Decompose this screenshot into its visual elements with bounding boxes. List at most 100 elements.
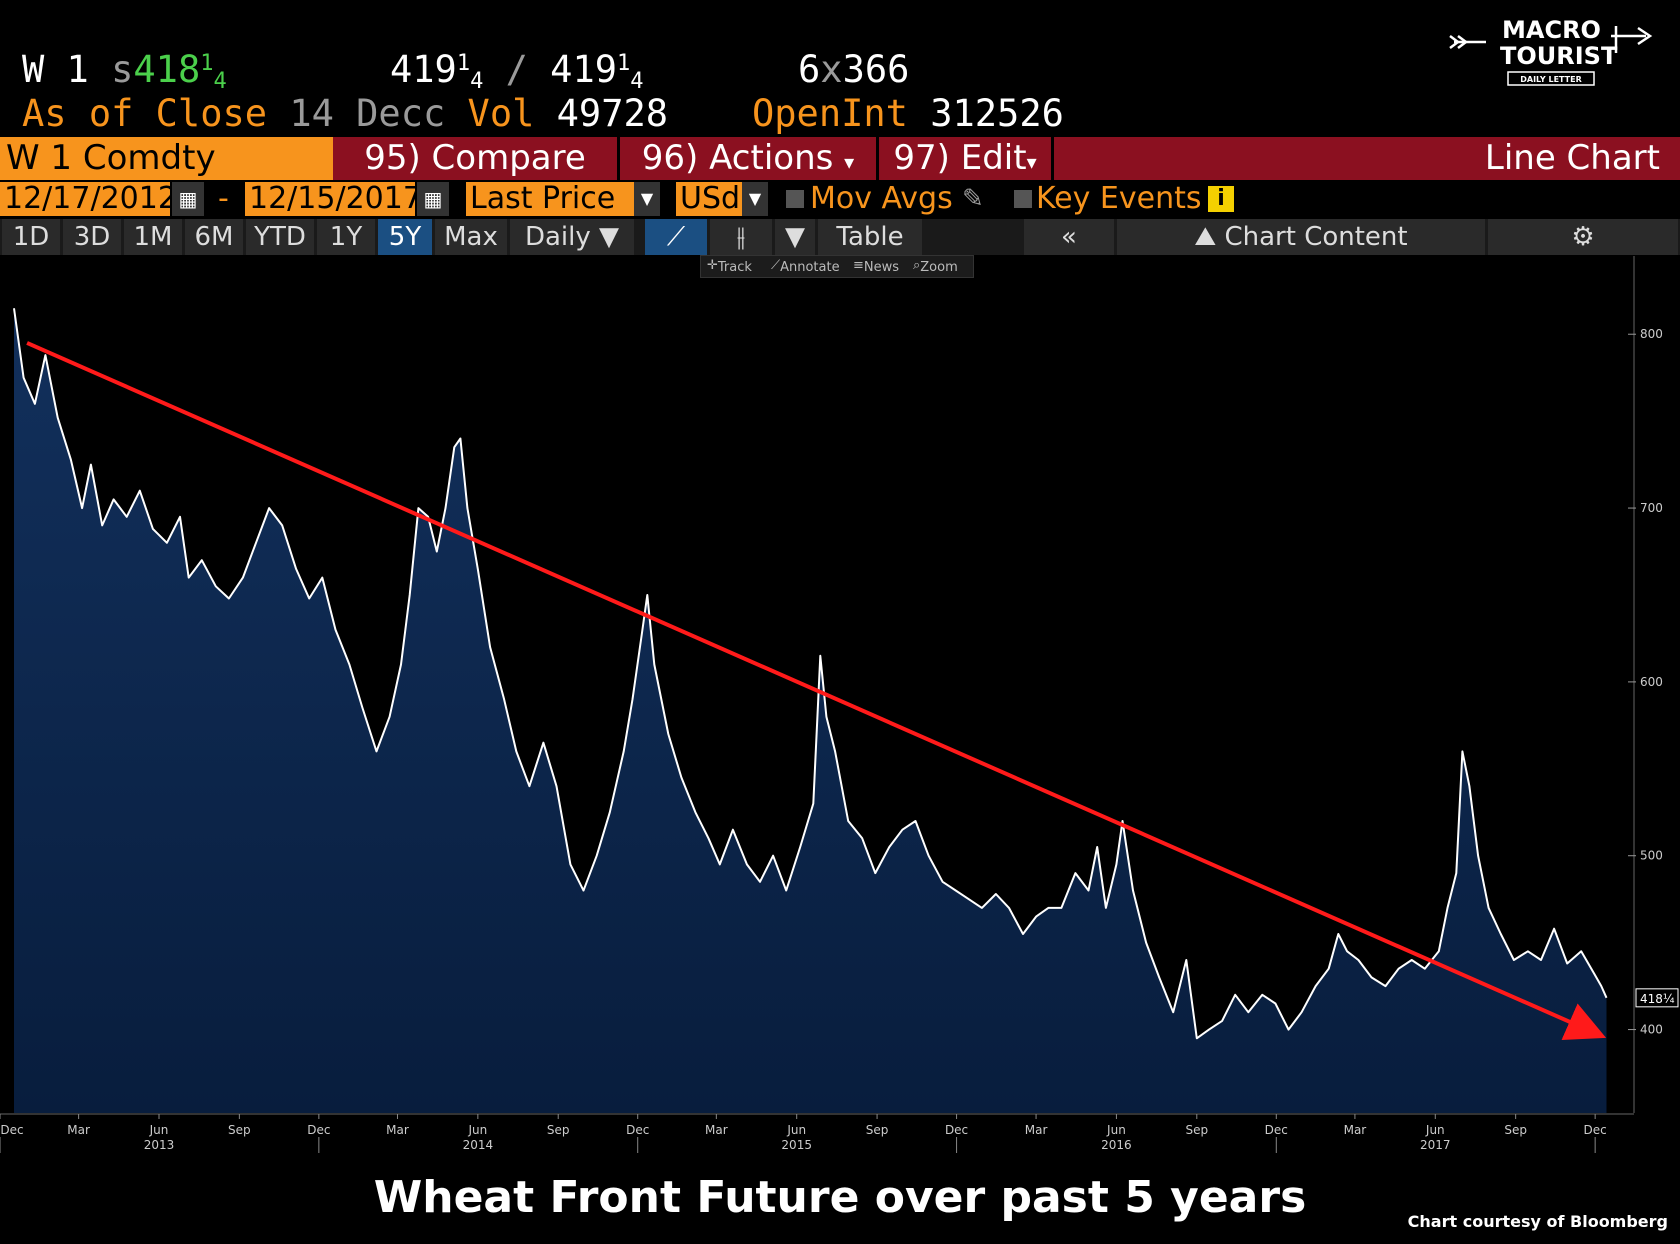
x-tick-label: Sep <box>866 1123 889 1137</box>
bid-ask-size: 6x366 <box>798 48 910 91</box>
y-tick-label: 400 <box>1640 1023 1663 1037</box>
chart-tools: ✛ Track ⟋ Annotate ≡ News ⌕ Zoom <box>700 255 974 278</box>
x-tick-label: Dec <box>307 1123 330 1137</box>
x-tick-label: Mar <box>1344 1123 1367 1137</box>
period-6m[interactable]: 6M <box>185 219 243 255</box>
period-1d[interactable]: 1D <box>2 219 60 255</box>
frequency-select[interactable]: Daily ▼ <box>510 219 634 255</box>
price-chart[interactable]: 400 500 600 700 800 418¼ Dec Mar Jun Sep Dec Mar Jun… <box>0 256 1680 1156</box>
x-tick-label: Mar <box>67 1123 90 1137</box>
ask-price: 41914 <box>550 48 644 94</box>
price-line <box>13 308 1608 1040</box>
vol-value: 49728 <box>556 92 669 135</box>
svg-text:TOURIST: TOURIST <box>1500 42 1618 70</box>
chart-content-button[interactable]: ⛰ Chart Content <box>1117 219 1485 255</box>
chart-credit: Chart courtesy of Bloomberg <box>1407 1212 1668 1231</box>
quote-line: W 1 s41814 <box>22 48 227 94</box>
last-price-tag <box>1635 988 1679 1008</box>
x-tick-label: Dec <box>1265 1123 1288 1137</box>
mov-avgs-checkbox[interactable] <box>786 190 804 208</box>
year-label: 2017 <box>1420 1138 1451 1152</box>
x-tick-label: Dec <box>945 1123 968 1137</box>
chevron-down-icon: ▾ <box>844 150 855 174</box>
line-chart-icon[interactable]: ⟋ <box>645 219 707 255</box>
x-tick-label: Mar <box>1025 1123 1048 1137</box>
price-area <box>14 308 1607 1113</box>
trend-arrow <box>26 341 1607 1041</box>
info-icon[interactable]: i <box>1208 186 1234 212</box>
y-tick-label: 700 <box>1640 501 1663 515</box>
annotate-tool[interactable]: ⟋ Annotate <box>771 258 840 275</box>
gear-icon[interactable]: ⚙ <box>1488 219 1678 255</box>
period-3d[interactable]: 3D <box>63 219 121 255</box>
x-tick-label: Jun <box>467 1123 487 1137</box>
bid-ask: 41914 / 41914 <box>390 48 644 94</box>
vol-label: Vol <box>467 92 535 135</box>
chart-type-label: Line Chart <box>1054 137 1680 180</box>
openint-label: OpenInt <box>752 92 908 135</box>
last-prefix: s <box>111 48 134 91</box>
openint-value: 312526 <box>930 92 1064 135</box>
x-tick-label: Sep <box>228 1123 251 1137</box>
period-bar: 1D 3D 1M 6M YTD 1Y 5Y Max Daily ▼ ⟋ ⫲ ▼ … <box>0 219 1680 255</box>
x-tick-label: Jun <box>1106 1123 1126 1137</box>
x-tick-label: Dec <box>1584 1123 1607 1137</box>
x-tick-label: Jun <box>786 1123 806 1137</box>
chevron-down-icon[interactable]: ▼ <box>775 219 815 255</box>
key-events-checkbox[interactable] <box>1014 190 1032 208</box>
x-tick-label: Mar <box>705 1123 728 1137</box>
close-line: As of Close 14 Decc Vol 49728 <box>22 92 668 135</box>
as-of-date: 14 Decc <box>289 92 446 135</box>
bid-price: 41914 <box>390 48 484 94</box>
ticker-symbol: W 1 <box>22 48 89 91</box>
as-of-label: As of Close <box>22 92 268 135</box>
x-tick-label: Dec <box>626 1123 649 1137</box>
macro-tourist-logo: MACRO TOURIST DAILY LETTER <box>1449 16 1653 86</box>
start-date-input[interactable]: 12/17/2012 <box>0 182 177 216</box>
function-bar: W 1 Comdty 95) Compare 96) Actions ▾ 97)… <box>0 137 1680 180</box>
y-tick-label: 800 <box>1640 327 1663 341</box>
period-5y[interactable]: 5Y <box>378 219 432 255</box>
chevron-down-icon[interactable]: ▼ <box>634 182 660 216</box>
mov-avgs-label: Mov Avgs <box>810 181 953 216</box>
chevron-down-icon[interactable]: ▼ <box>742 182 768 216</box>
chart-caption: Wheat Front Future over past 5 years <box>373 1172 1307 1223</box>
year-label: 2013 <box>144 1138 175 1152</box>
calendar-icon[interactable]: ▦ <box>172 182 204 216</box>
end-date-input[interactable]: 12/15/2017 <box>245 182 422 216</box>
y-tick-label: 600 <box>1640 675 1663 689</box>
bid-ask-separator: / <box>505 48 528 91</box>
x-tick-label: Mar <box>386 1123 409 1137</box>
track-tool[interactable]: ✛ Track <box>707 258 752 275</box>
year-label: 2016 <box>1101 1138 1132 1152</box>
pencil-icon[interactable]: ✎ <box>962 184 984 214</box>
edit-button[interactable]: 97) Edit▾ <box>879 137 1051 180</box>
chevron-down-icon: ▾ <box>1026 150 1037 174</box>
security-field[interactable]: W 1 Comdty <box>0 137 336 180</box>
x-tick-label: Sep <box>1504 1123 1527 1137</box>
chart-icon: ⛰ <box>1194 222 1217 252</box>
bar-chart-icon[interactable]: ⫲ <box>710 219 772 255</box>
x-tick-label: Jun <box>149 1123 169 1137</box>
table-button[interactable]: Table <box>818 219 922 255</box>
svg-text:MACRO: MACRO <box>1502 16 1601 44</box>
period-max[interactable]: Max <box>435 219 507 255</box>
svg-text:DAILY LETTER: DAILY LETTER <box>1520 75 1582 84</box>
collapse-icon[interactable]: « <box>1024 219 1114 255</box>
zoom-tool[interactable]: ⌕ Zoom <box>913 258 958 275</box>
year-label: 2014 <box>463 1138 494 1152</box>
calendar-icon[interactable]: ▦ <box>417 182 449 216</box>
last-price-tag-label: 418¼ <box>1640 992 1675 1006</box>
x-tick-label: Dec <box>0 1123 23 1137</box>
news-tool[interactable]: ≡ News <box>853 258 900 275</box>
compare-button[interactable]: 95) Compare <box>333 137 617 180</box>
y-tick-label: 500 <box>1640 849 1663 863</box>
last-price: 41814 <box>133 48 227 94</box>
currency-select[interactable]: USd <box>676 182 744 216</box>
actions-button[interactable]: 96) Actions ▾ <box>620 137 876 180</box>
period-1y[interactable]: 1Y <box>317 219 375 255</box>
period-ytd[interactable]: YTD <box>246 219 314 255</box>
period-1m[interactable]: 1M <box>124 219 182 255</box>
x-tick-label: Sep <box>1185 1123 1208 1137</box>
field-select[interactable]: Last Price <box>466 182 636 216</box>
